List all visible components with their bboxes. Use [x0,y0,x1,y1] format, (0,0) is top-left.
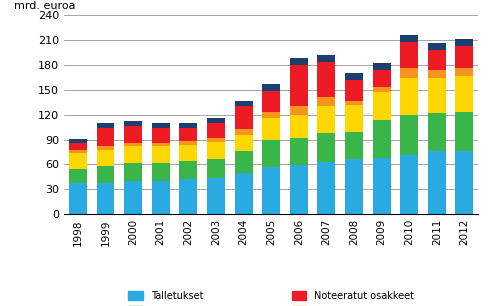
Bar [179,123,197,128]
Bar [317,162,335,214]
Bar [179,161,197,179]
Bar [262,84,280,91]
Bar [345,80,363,102]
Bar [290,115,308,138]
Bar [345,159,363,214]
Bar [290,65,308,106]
Bar [179,128,197,141]
Bar [124,163,142,181]
Bar [97,146,114,150]
Bar [428,113,446,151]
Bar [262,91,280,112]
Bar [262,118,280,140]
Bar [428,151,446,214]
Bar [290,58,308,65]
Bar [456,76,473,112]
Bar [262,140,280,167]
Bar [152,123,170,128]
Bar [235,101,252,106]
Bar [400,68,418,78]
Bar [69,183,87,214]
Text: mrd. euroa: mrd. euroa [14,1,76,11]
Bar [428,78,446,113]
Bar [235,129,252,135]
Bar [124,181,142,214]
Bar [317,55,335,62]
Bar [400,155,418,214]
Bar [456,46,473,68]
Bar [345,102,363,105]
Bar [69,139,87,143]
Bar [373,158,390,214]
Bar [179,141,197,144]
Bar [262,112,280,118]
Bar [69,153,87,170]
Bar [97,128,114,146]
Bar [69,143,87,150]
Bar [317,62,335,96]
Bar [317,96,335,106]
Bar [97,183,114,214]
Bar [124,146,142,163]
Bar [290,138,308,165]
Bar [290,106,308,115]
Bar [124,121,142,126]
Bar [345,105,363,132]
Bar [124,143,142,146]
Bar [373,87,390,91]
Bar [179,145,197,161]
Bar [456,39,473,46]
Bar [400,78,418,115]
Bar [456,151,473,214]
Bar [373,91,390,120]
Bar [317,133,335,162]
Bar [373,120,390,158]
Bar [207,123,225,138]
Bar [262,167,280,214]
Bar [124,126,142,143]
Bar [152,128,170,143]
Bar [152,143,170,146]
Bar [290,165,308,214]
Bar [400,115,418,155]
Bar [456,112,473,151]
Bar [235,151,252,173]
Bar [373,70,390,87]
Bar [152,146,170,163]
Bar [400,35,418,42]
Bar [152,163,170,181]
Bar [97,123,114,128]
Bar [69,170,87,183]
Bar [456,68,473,76]
Bar [207,142,225,159]
Bar [400,42,418,68]
Bar [235,135,252,151]
Bar [235,173,252,214]
Legend: Talletukset, Vakuutussaaminen, Muut osakkeet ja osuudet, Noteeratut osakkeet, Ra: Talletukset, Vakuutussaaminen, Muut osak… [128,291,414,306]
Bar [235,106,252,129]
Bar [373,63,390,70]
Bar [97,166,114,183]
Bar [207,118,225,123]
Bar [428,43,446,50]
Bar [317,106,335,133]
Bar [345,132,363,159]
Bar [207,178,225,214]
Bar [207,138,225,142]
Bar [69,150,87,153]
Bar [428,70,446,78]
Bar [97,150,114,166]
Bar [345,73,363,80]
Bar [207,159,225,178]
Bar [428,50,446,70]
Bar [179,179,197,214]
Bar [152,181,170,214]
